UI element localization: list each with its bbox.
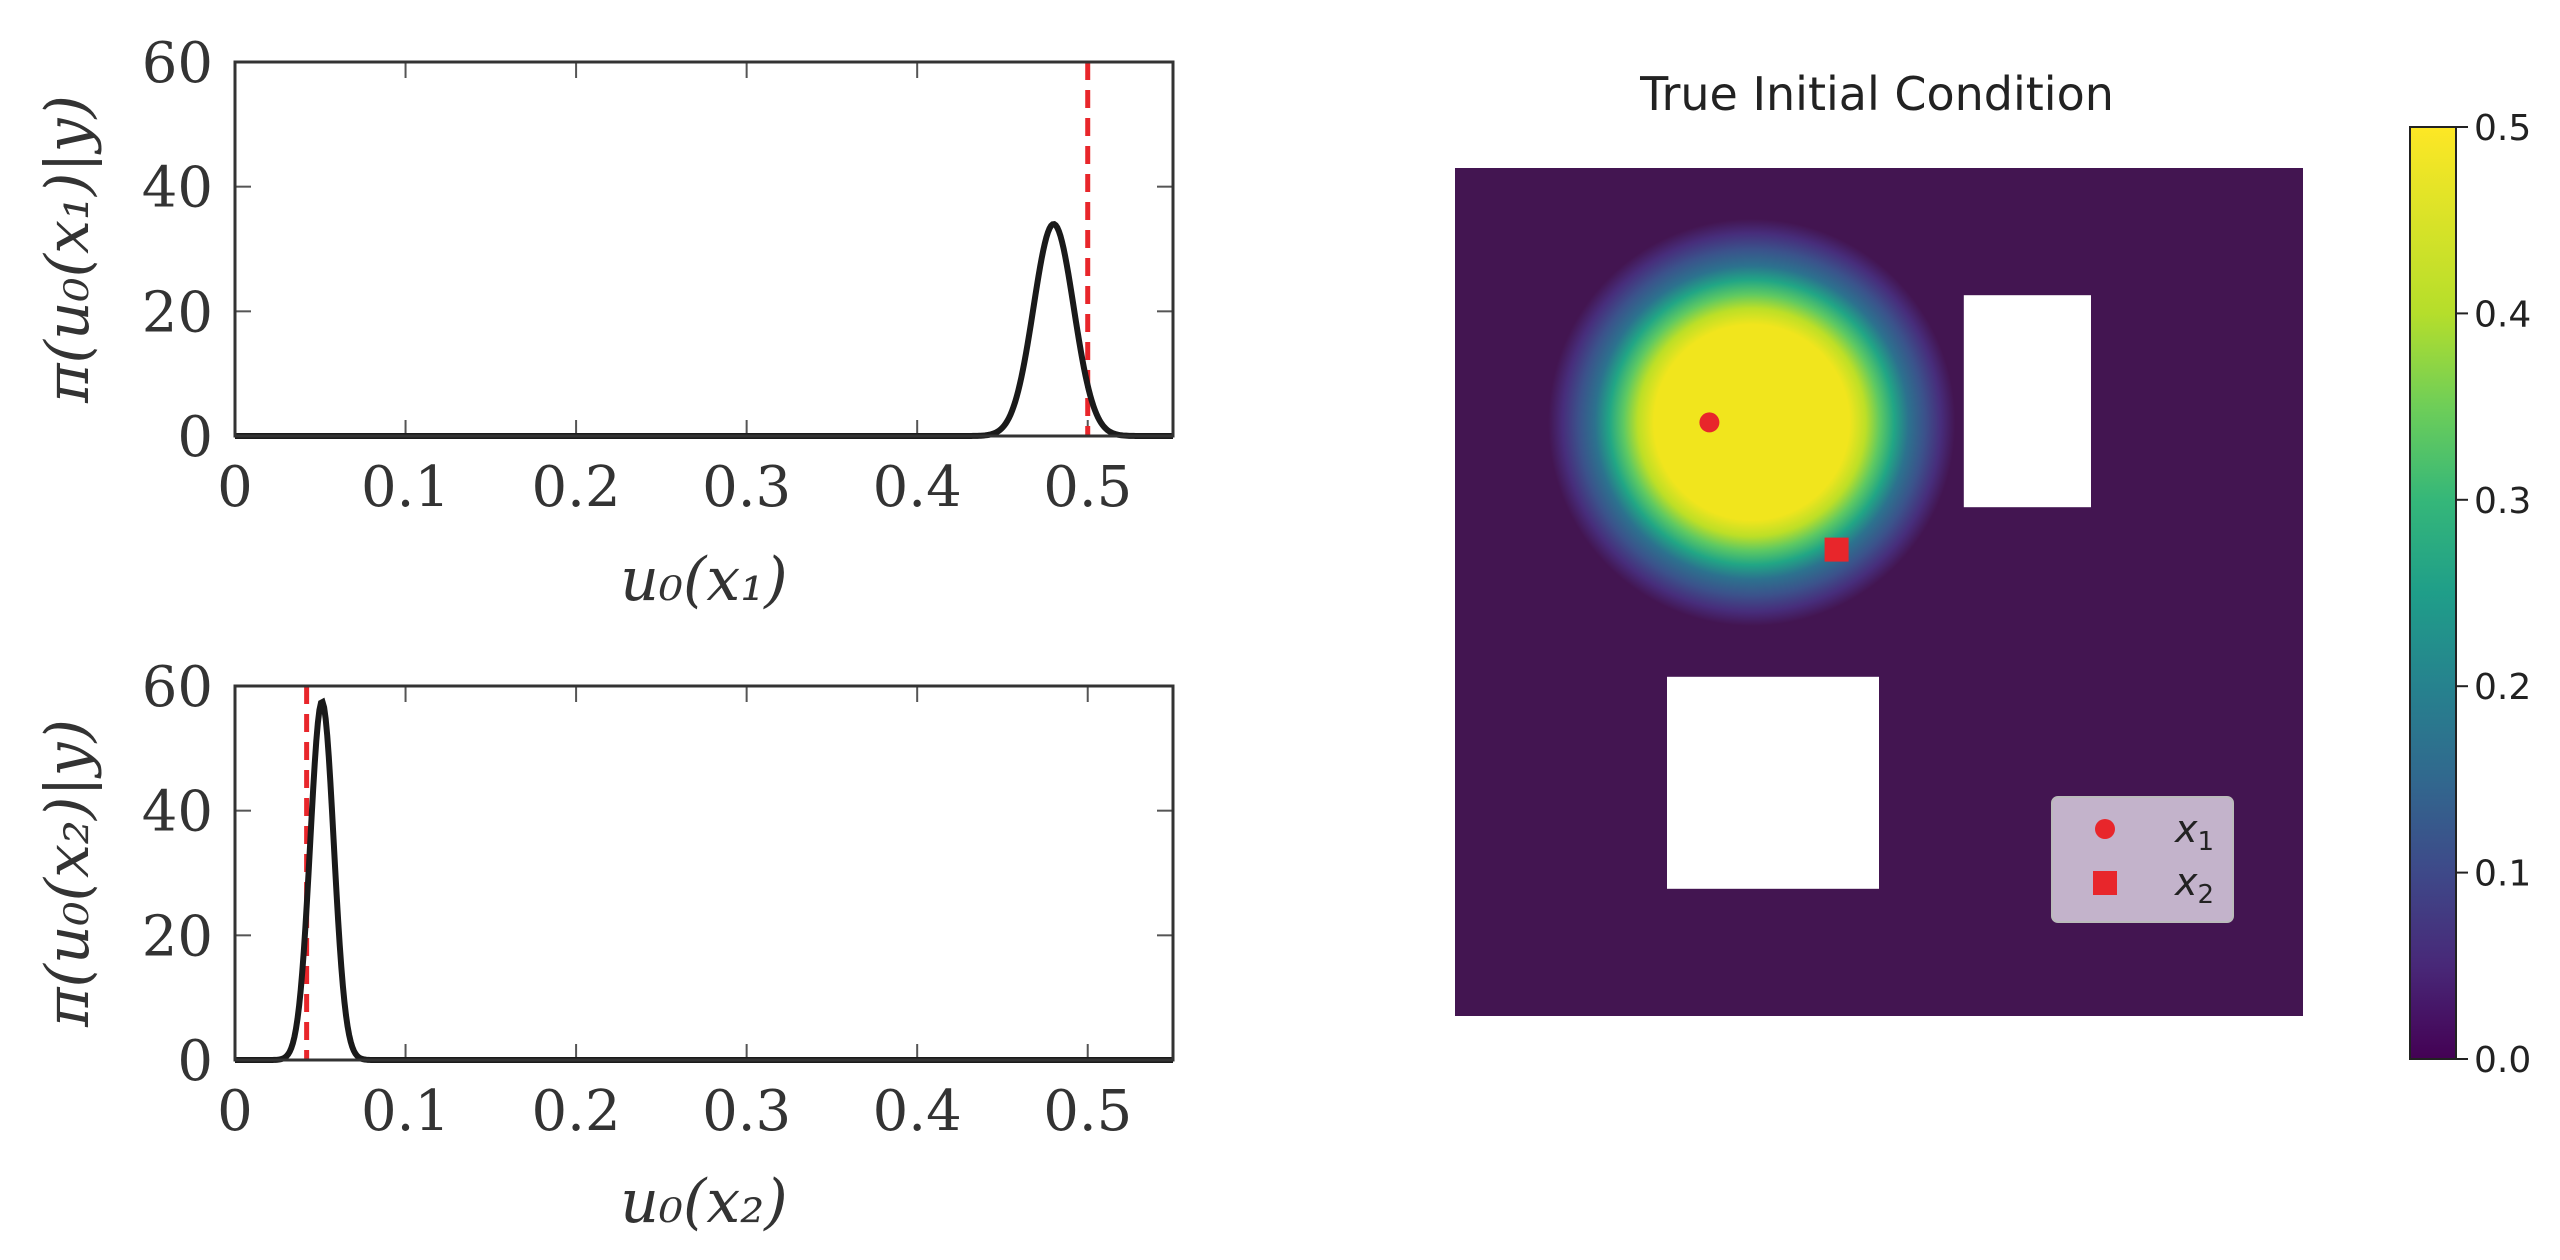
- y-tick-label: 20: [142, 280, 213, 345]
- point-x1-marker: [1699, 412, 1720, 433]
- x-tick-label: 0: [217, 455, 253, 520]
- posterior-density-curve: [235, 697, 1173, 1063]
- legend-sub-2: 2: [2198, 880, 2215, 910]
- y-tick-label: 60: [142, 655, 213, 720]
- x-tick-label: 0.1: [361, 455, 450, 520]
- x-tick-label: 0.3: [702, 455, 791, 520]
- density-panel-x2: 0 0.1 0.2 0.3 0.4 0.5 0 20 40 60 u₀(x₂) π(u₀(x₂)|…: [33, 655, 1175, 1237]
- x-tick-label: 0.2: [532, 455, 621, 520]
- colorbar: 0.0 0.1 0.2 0.3 0.4 0.5: [2409, 108, 2531, 1081]
- density-panel-x1: 0 0.1 0.2 0.3 0.4 0.5 0 20 40 60 u₀(x₁) π(u₀(x₁)|…: [33, 31, 1175, 615]
- legend: x1 x2: [2051, 796, 2234, 923]
- axes-frame: [233, 684, 1175, 1062]
- tick-labels: 0 0.1 0.2 0.3 0.4 0.5 0 20 40 60: [142, 655, 1133, 1144]
- x-axis-label: u₀(x₁): [620, 545, 787, 615]
- y-axis-label: π(u₀(x₂)|y): [33, 719, 103, 1028]
- y-tick-label: 0: [177, 405, 213, 470]
- legend-label-x1: x1: [2174, 807, 2214, 857]
- tick-marks: [234, 61, 1173, 437]
- colorbar-ticks: 0.0 0.1 0.2 0.3 0.4 0.5: [2456, 108, 2531, 1081]
- tick-marks: [234, 685, 1173, 1061]
- heatmap-title: True Initial Condition: [1639, 67, 2114, 121]
- x-tick-label: 0.4: [873, 455, 962, 520]
- x-tick-label: 0.1: [361, 1079, 450, 1144]
- colorbar-tick-label: 0.5: [2474, 108, 2531, 149]
- colorbar-tick-label: 0.2: [2474, 667, 2531, 708]
- colorbar-tick-label: 0.3: [2474, 481, 2531, 522]
- legend-var-1: x: [2174, 807, 2198, 851]
- obstacle-hole: [1667, 676, 1879, 889]
- legend-var-2: x: [2174, 860, 2198, 904]
- x-tick-label: 0.4: [873, 1079, 962, 1144]
- point-x2-marker: [1824, 537, 1849, 562]
- field-blob: [1548, 218, 1956, 626]
- legend-sub-1: 1: [2198, 827, 2215, 857]
- legend-square-marker: [2093, 871, 2117, 895]
- x-tick-label: 0.5: [1043, 1079, 1132, 1144]
- x-tick-label: 0.2: [532, 1079, 621, 1144]
- x-axis-label: u₀(x₂): [620, 1167, 787, 1237]
- tick-labels: 0 0.1 0.2 0.3 0.4 0.5 0 20 40 60: [142, 31, 1133, 520]
- y-tick-label: 0: [177, 1029, 213, 1094]
- y-tick-label: 40: [142, 780, 213, 845]
- colorbar-tick-label: 0.0: [2474, 1040, 2531, 1081]
- axes-frame: [233, 60, 1175, 438]
- posterior-density-curve: [235, 221, 1173, 439]
- colorbar-gradient: [2409, 126, 2457, 1060]
- y-axis-label: π(u₀(x₁)|y): [33, 95, 103, 404]
- initial-condition-heatmap: True Initial Condition x1 x2: [1455, 67, 2303, 1016]
- obstacle-hole: [1963, 295, 2091, 508]
- x-tick-label: 0.5: [1043, 455, 1132, 520]
- y-tick-label: 60: [142, 31, 213, 96]
- y-tick-label: 20: [142, 904, 213, 969]
- colorbar-tick-label: 0.1: [2474, 854, 2531, 895]
- legend-circle-marker: [2095, 819, 2115, 839]
- x-tick-label: 0: [217, 1079, 253, 1144]
- legend-label-x2: x2: [2174, 860, 2214, 910]
- x-tick-label: 0.3: [702, 1079, 791, 1144]
- colorbar-tick-label: 0.4: [2474, 294, 2531, 335]
- y-tick-label: 40: [142, 156, 213, 221]
